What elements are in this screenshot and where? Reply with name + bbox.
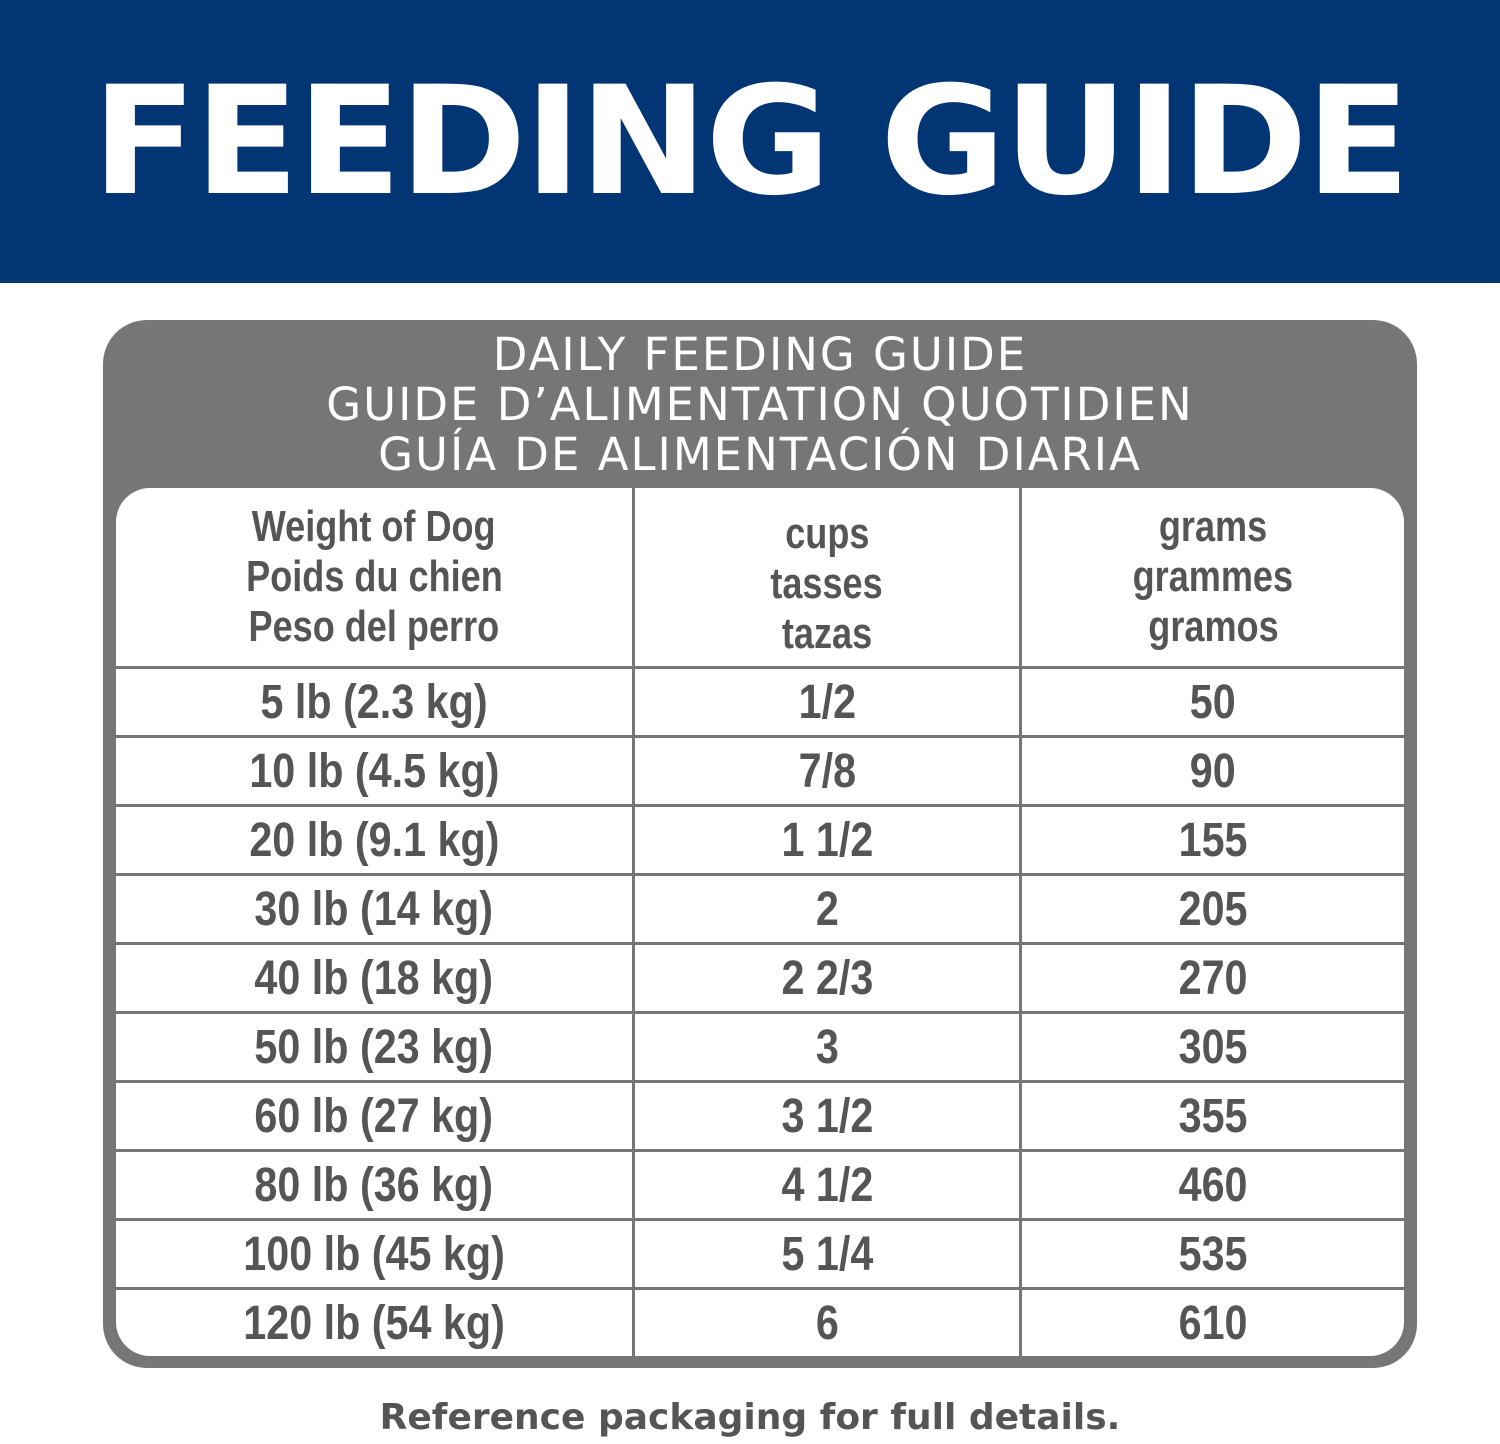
table-row: 5 lb (2.3 kg) 1/2 50 xyxy=(116,666,1404,735)
grams-cell: 305 xyxy=(1178,1020,1248,1074)
table-row: 80 lb (36 kg) 4 1/2 460 xyxy=(116,1149,1404,1218)
table-row: 10 lb (4.5 kg) 7/8 90 xyxy=(116,735,1404,804)
header-cups-es: tazas xyxy=(781,609,873,658)
weight-cell: 5 lb (2.3 kg) xyxy=(260,675,488,729)
column-divider xyxy=(632,488,635,1356)
header-weight-fr: Poids du chien xyxy=(245,552,503,601)
table-row: 30 lb (14 kg) 2 205 xyxy=(116,873,1404,942)
grams-cell: 460 xyxy=(1178,1158,1248,1212)
cups-cell: 5 1/4 xyxy=(781,1227,873,1281)
grams-cell: 610 xyxy=(1178,1296,1248,1350)
weight-cell: 80 lb (36 kg) xyxy=(254,1158,494,1212)
header-weight-en: Weight of Dog xyxy=(252,502,496,551)
header-weight: Weight of Dog Poids du chien Peso del pe… xyxy=(116,488,632,666)
table-row: 100 lb (45 kg) 5 1/4 535 xyxy=(116,1218,1404,1287)
weight-cell: 10 lb (4.5 kg) xyxy=(248,744,500,798)
cups-cell: 1/2 xyxy=(798,675,856,729)
table-row: 120 lb (54 kg) 6 610 xyxy=(116,1287,1404,1356)
weight-cell: 50 lb (23 kg) xyxy=(254,1020,494,1074)
guide-heading-spanish: GUÍA DE ALIMENTACIÓN DIARIA xyxy=(378,428,1142,481)
weight-cell: 100 lb (45 kg) xyxy=(243,1227,505,1281)
header-grams: grams grammes gramos xyxy=(1022,488,1404,666)
header-cups-fr: tasses xyxy=(770,559,884,608)
table-row: 40 lb (18 kg) 2 2/3 270 xyxy=(116,942,1404,1011)
grams-cell: 205 xyxy=(1178,882,1248,936)
header-cups-en: cups xyxy=(784,509,870,558)
guide-heading-english: DAILY FEEDING GUIDE xyxy=(492,328,1028,381)
grams-cell: 90 xyxy=(1190,744,1236,798)
weight-cell: 60 lb (27 kg) xyxy=(254,1089,494,1143)
weight-cell: 120 lb (54 kg) xyxy=(243,1296,505,1350)
cups-cell: 3 1/2 xyxy=(781,1089,873,1143)
cups-cell: 7/8 xyxy=(798,744,856,798)
cups-cell: 3 xyxy=(815,1020,839,1074)
cups-cell: 2 2/3 xyxy=(781,951,873,1005)
weight-cell: 20 lb (9.1 kg) xyxy=(248,813,500,867)
page-title: FEEDING GUIDE xyxy=(91,54,1410,229)
cups-cell: 1 1/2 xyxy=(781,813,873,867)
column-divider xyxy=(1019,488,1022,1356)
header-grams-es: gramos xyxy=(1147,602,1279,651)
feeding-table: Weight of Dog Poids du chien Peso del pe… xyxy=(116,488,1404,1356)
header-grams-fr: grammes xyxy=(1132,552,1294,601)
daily-feeding-guide-panel: DAILY FEEDING GUIDE GUIDE D’ALIMENTATION… xyxy=(103,320,1417,1368)
table-row: 20 lb (9.1 kg) 1 1/2 155 xyxy=(116,804,1404,873)
header-weight-es: Peso del perro xyxy=(248,602,500,651)
grams-cell: 155 xyxy=(1178,813,1248,867)
table-header-row: Weight of Dog Poids du chien Peso del pe… xyxy=(116,488,1404,666)
guide-heading-french: GUIDE D’ALIMENTATION QUOTIDIEN xyxy=(326,378,1194,431)
table-row: 60 lb (27 kg) 3 1/2 355 xyxy=(116,1080,1404,1149)
title-banner: FEEDING GUIDE xyxy=(0,0,1500,283)
header-grams-en: grams xyxy=(1158,502,1268,551)
grams-cell: 50 xyxy=(1190,675,1236,729)
weight-cell: 40 lb (18 kg) xyxy=(254,951,494,1005)
weight-cell: 30 lb (14 kg) xyxy=(254,882,494,936)
footnote: Reference packaging for full details. xyxy=(379,1397,1121,1438)
cups-cell: 2 xyxy=(815,882,839,936)
cups-cell: 6 xyxy=(815,1296,839,1350)
guide-heading: DAILY FEEDING GUIDE GUIDE D’ALIMENTATION… xyxy=(103,330,1417,480)
grams-cell: 270 xyxy=(1178,951,1248,1005)
cups-cell: 4 1/2 xyxy=(781,1158,873,1212)
header-cups: cups tasses tazas xyxy=(635,488,1019,666)
grams-cell: 535 xyxy=(1178,1227,1248,1281)
grams-cell: 355 xyxy=(1178,1089,1248,1143)
table-row: 50 lb (23 kg) 3 305 xyxy=(116,1011,1404,1080)
